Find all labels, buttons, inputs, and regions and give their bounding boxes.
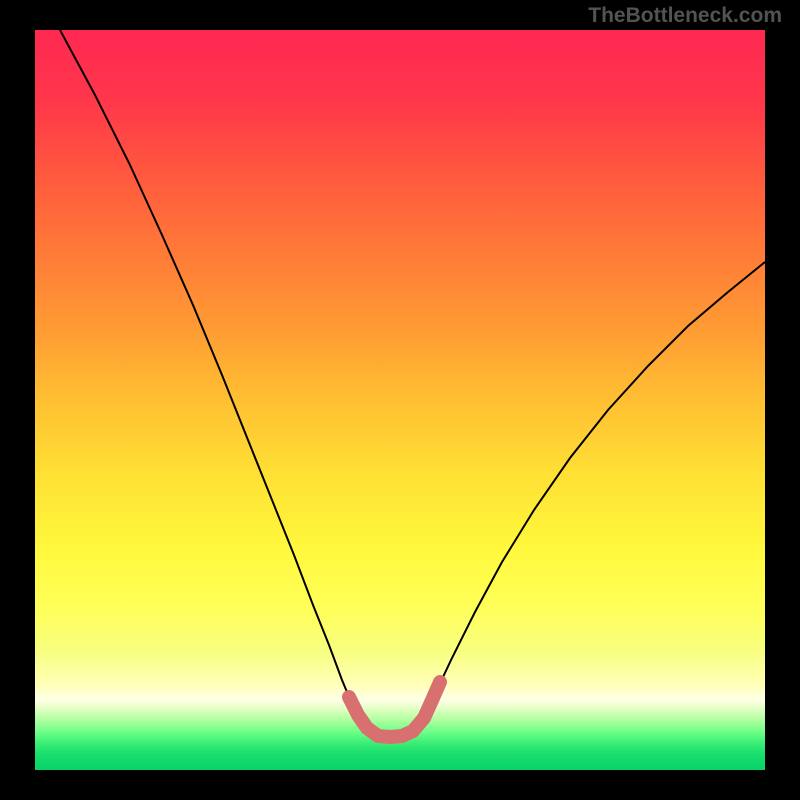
watermark-text: TheBottleneck.com bbox=[588, 4, 782, 28]
chart-curves-svg bbox=[35, 30, 765, 770]
curve-right-line bbox=[424, 262, 765, 716]
valley-marker bbox=[349, 682, 440, 737]
curve-left-line bbox=[60, 30, 358, 718]
chart-plot-area bbox=[35, 30, 765, 770]
